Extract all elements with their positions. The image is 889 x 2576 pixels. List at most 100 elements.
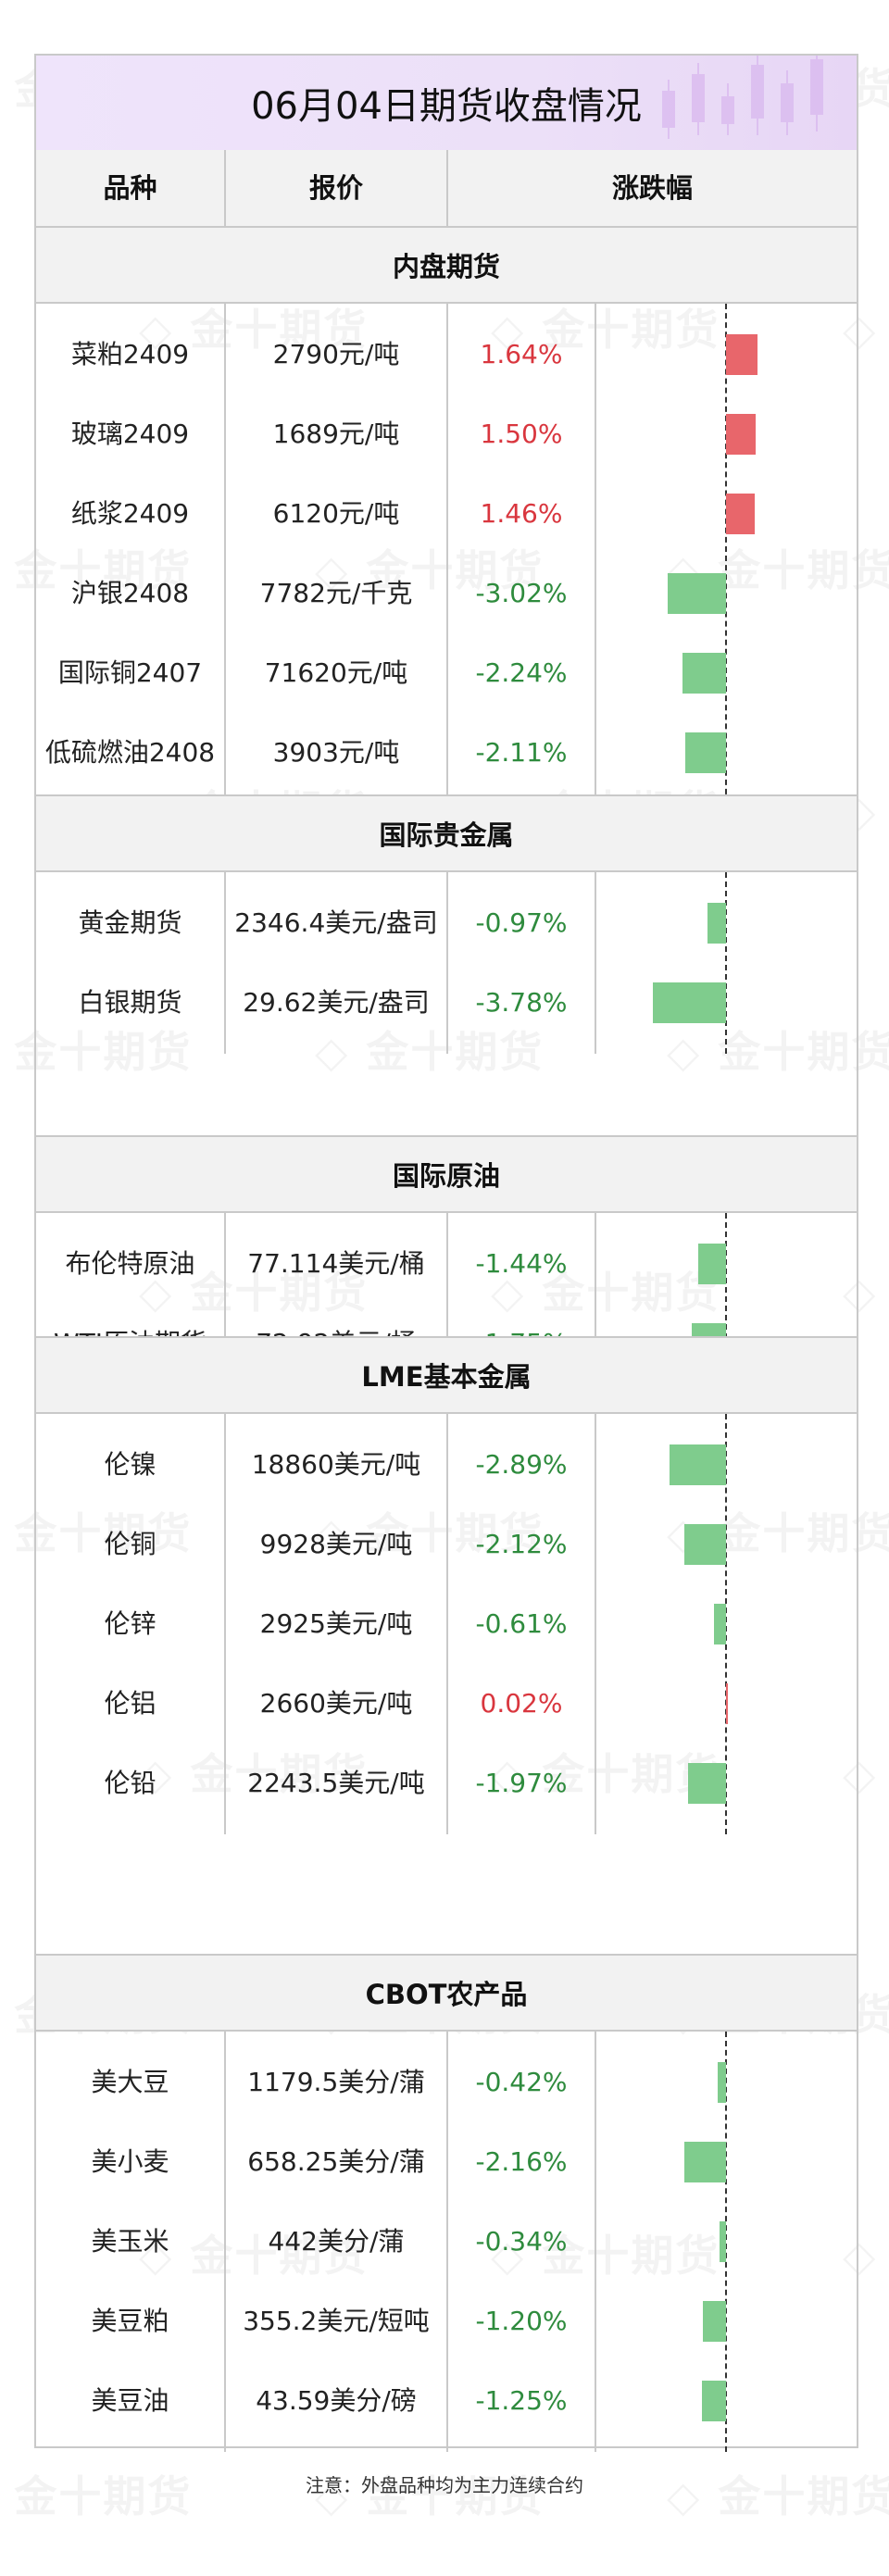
change-percent: 1.50%: [480, 419, 563, 449]
price-value: 18860美元/吨: [251, 1449, 421, 1480]
change-percent: -2.89%: [475, 1449, 568, 1480]
section-body: 菜粕2409 2790元/吨 1.64% 玻璃2409 1689元/吨 1.50% 纸浆24…: [36, 304, 857, 804]
footnote: 注意：外盘品种均为主力连续合约: [306, 2474, 583, 2496]
table-row: 美玉米 442美分/蒲 -0.34%: [36, 2202, 857, 2282]
variety-name: 美豆粕: [91, 2306, 169, 2336]
change-percent: -2.11%: [475, 737, 568, 768]
price-value: 658.25美分/蒲: [247, 2146, 425, 2177]
variety-name: 美豆油: [91, 2385, 169, 2416]
table-row: 纸浆2409 6120元/吨 1.46%: [36, 474, 857, 554]
table-row: 美大豆 1179.5美分/蒲 -0.42%: [36, 2043, 857, 2122]
change-percent: -3.02%: [475, 578, 568, 608]
price-value: 77.114美元/桶: [247, 1248, 425, 1279]
price-value: 29.62美元/盎司: [243, 987, 430, 1018]
section-header: 国际贵金属: [36, 794, 857, 872]
variety-name: 美大豆: [91, 2067, 169, 2097]
variety-name: 玻璃2409: [70, 419, 190, 449]
table-row: 国际铜2407 71620元/吨 -2.24%: [36, 633, 857, 713]
change-bar-down: [683, 2142, 726, 2182]
table-row: 低硫燃油2408 3903元/吨 -2.11%: [36, 713, 857, 793]
variety-name: 纸浆2409: [70, 498, 190, 529]
change-bar-up: [726, 1683, 728, 1724]
price-value: 355.2美元/短吨: [243, 2306, 430, 2336]
change-bar-up: [726, 334, 758, 375]
price-value: 442美分/蒲: [268, 2226, 405, 2257]
price-value: 71620元/吨: [264, 657, 408, 688]
table-row: 美小麦 658.25美分/蒲 -2.16%: [36, 2122, 857, 2202]
table-row: 美豆粕 355.2美元/短吨 -1.20%: [36, 2282, 857, 2361]
price-value: 1689元/吨: [272, 419, 400, 449]
change-bar-down: [684, 1524, 726, 1565]
table-row: 沪银2408 7782元/千克 -3.02%: [36, 554, 857, 633]
change-percent: -0.42%: [475, 2067, 568, 2097]
change-percent: -2.24%: [475, 657, 568, 688]
zero-axis-line: [725, 1414, 727, 1834]
variety-name: 美玉米: [91, 2226, 169, 2257]
change-percent: -3.78%: [475, 987, 568, 1018]
price-value: 43.59美分/磅: [256, 2385, 417, 2416]
change-percent: -0.61%: [475, 1608, 568, 1639]
variety-name: 伦镍: [104, 1449, 157, 1480]
change-bar-down: [682, 653, 726, 694]
header-price: 报价: [308, 172, 363, 204]
change-bar-down: [670, 1444, 726, 1485]
change-percent: -0.34%: [475, 2226, 568, 2257]
variety-name: 低硫燃油2408: [44, 737, 216, 768]
variety-name: 布伦特原油: [65, 1248, 195, 1279]
table-row: 伦镍 18860美元/吨 -2.89%: [36, 1425, 857, 1505]
change-percent: -0.97%: [475, 907, 568, 938]
section-header: LME基本金属: [36, 1336, 857, 1414]
header-change: 涨跌幅: [611, 172, 693, 204]
section-body: 伦镍 18860美元/吨 -2.89% 伦铜 9928美元/吨 -2.12% 伦锌 2925美…: [36, 1414, 857, 1834]
section-header: 内盘期货: [36, 226, 857, 304]
table-row: 黄金期货 2346.4美元/盎司 -0.97%: [36, 883, 857, 963]
change-bar-up: [726, 414, 756, 455]
price-value: 2660美元/吨: [259, 1688, 413, 1719]
change-percent: 1.46%: [480, 498, 563, 529]
table-row: 伦铝 2660美元/吨 0.02%: [36, 1664, 857, 1744]
price-value: 2346.4美元/盎司: [234, 907, 438, 938]
table-row: 玻璃2409 1689元/吨 1.50%: [36, 394, 857, 474]
change-percent: -2.12%: [475, 1529, 568, 1559]
section-body: 美大豆 1179.5美分/蒲 -0.42% 美小麦 658.25美分/蒲 -2.16% 美玉…: [36, 2032, 857, 2452]
price-value: 2243.5美元/吨: [247, 1768, 425, 1798]
price-value: 7782元/千克: [259, 578, 413, 608]
change-bar-down: [652, 982, 726, 1023]
change-percent: 1.64%: [480, 339, 563, 369]
change-percent: 0.02%: [480, 1688, 563, 1719]
page-title: 06月04日期货收盘情况: [251, 85, 642, 128]
variety-name: 伦铜: [104, 1529, 157, 1559]
change-bar-down: [707, 903, 726, 944]
zero-axis-line: [725, 2032, 727, 2452]
change-bar-down: [701, 2381, 726, 2421]
candlestick-decoration-icon: [662, 56, 823, 139]
variety-name: 伦锌: [104, 1608, 157, 1639]
table-row: 伦铅 2243.5美元/吨 -1.97%: [36, 1744, 857, 1823]
change-bar-down: [719, 2221, 726, 2262]
change-percent: -1.97%: [475, 1768, 568, 1798]
variety-name: 白银期货: [78, 987, 182, 1018]
price-value: 2790元/吨: [272, 339, 400, 369]
variety-name: 美小麦: [91, 2146, 169, 2177]
change-percent: -1.44%: [475, 1248, 568, 1279]
change-bar-down: [667, 573, 726, 614]
table-row: 美豆油 43.59美分/磅 -1.25%: [36, 2361, 857, 2441]
variety-name: 国际铜2407: [57, 657, 203, 688]
change-bar-down: [702, 2301, 726, 2342]
change-bar-down: [718, 2062, 726, 2103]
section-body: 黄金期货 2346.4美元/盎司 -0.97% 白银期货 29.62美元/盎司 -3.78…: [36, 872, 857, 1054]
change-percent: -1.20%: [475, 2306, 568, 2336]
change-bar-down: [687, 1763, 726, 1804]
price-value: 3903元/吨: [272, 737, 400, 768]
price-value: 2925美元/吨: [259, 1608, 413, 1639]
change-bar-down: [684, 732, 726, 773]
table-row: 白银期货 29.62美元/盎司 -3.78%: [36, 963, 857, 1043]
zero-axis-line: [725, 1213, 727, 1394]
zero-axis-line: [725, 872, 727, 1054]
futures-table: 06月04日期货收盘情况 品种 报价 涨跌幅 内盘期货 菜粕2409 2790元/吨…: [34, 54, 858, 2452]
variety-name: 伦铝: [104, 1688, 157, 1719]
price-value: 9928美元/吨: [259, 1529, 413, 1559]
change-bar-down: [714, 1604, 726, 1644]
change-percent: -2.16%: [475, 2146, 568, 2177]
section-header: CBOT农产品: [36, 1954, 857, 2032]
